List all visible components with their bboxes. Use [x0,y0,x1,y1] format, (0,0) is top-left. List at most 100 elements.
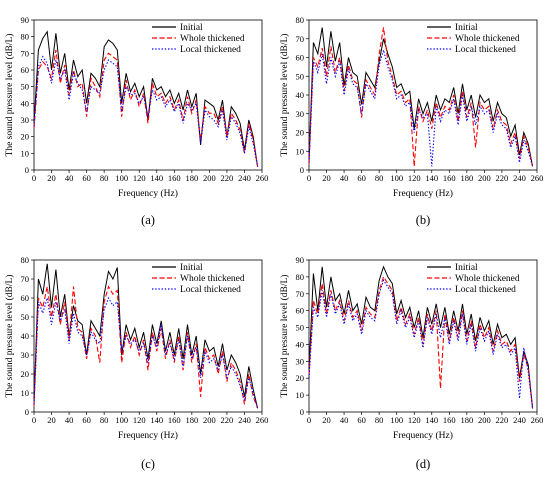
legend-label-initial: Initial [455,23,478,33]
x-tick-label: 0 [307,415,311,425]
series-line-initial [308,27,534,167]
chart-panel: 0 20 40 60 80 100 120 140 160 180 200 220 240 260 0 10 2… [279,255,543,471]
x-tick-label: 80 [100,173,109,183]
legend-label-initial: Initial [180,263,203,273]
x-tick-label: 40 [65,173,74,183]
x-axis-label: Frequency (Hz) [393,188,453,199]
x-tick-label: 260 [531,173,544,183]
y-tick-label: 30 [21,350,30,360]
y-axis-label: The sound pressure level (dB/L) [279,34,290,157]
x-tick-label: 120 [408,173,421,183]
y-tick-label: 10 [21,148,30,158]
series-line-local [33,55,259,167]
x-tick-label: 120 [133,415,146,425]
x-tick-label: 80 [375,173,384,183]
x-tick-label: 60 [357,415,366,425]
y-tick-label: 10 [296,390,305,400]
y-tick-label: 40 [296,90,305,100]
y-tick-label: 80 [21,32,30,42]
x-tick-label: 220 [221,415,234,425]
y-tick-label: 50 [296,323,305,333]
legend-label-whole: Whole thickened [455,34,520,44]
y-tick-label: 40 [21,98,30,108]
x-tick-label: 260 [531,415,544,425]
x-tick-label: 20 [322,173,331,183]
x-tick-label: 220 [221,173,234,183]
x-tick-label: 0 [32,415,36,425]
y-tick-label: 10 [21,388,30,398]
x-tick-label: 180 [185,415,198,425]
x-tick-label: 20 [47,173,56,183]
y-tick-label: 20 [296,373,305,383]
x-tick-label: 240 [238,173,251,183]
legend-label-initial: Initial [455,263,478,273]
y-tick-label: 70 [21,48,30,58]
x-tick-label: 220 [496,415,509,425]
x-tick-label: 140 [425,415,438,425]
legend-label-local: Local thickened [455,45,516,55]
x-tick-label: 40 [340,173,349,183]
y-tick-label: 30 [296,356,305,366]
legend-label-whole: Whole thickened [180,34,245,44]
y-tick-label: 0 [25,407,29,417]
x-tick-label: 200 [478,415,491,425]
x-tick-label: 160 [443,173,456,183]
y-tick-label: 90 [21,15,30,25]
x-tick-label: 180 [460,415,473,425]
y-tick-label: 60 [296,306,305,316]
x-axis-label: Frequency (Hz) [118,188,178,199]
x-tick-label: 160 [443,415,456,425]
y-tick-label: 30 [21,115,30,125]
x-tick-label: 240 [513,415,526,425]
x-axis-label: Frequency (Hz) [393,430,453,441]
x-tick-label: 0 [307,173,311,183]
x-tick-label: 100 [115,415,128,425]
x-tick-label: 200 [478,173,491,183]
y-tick-label: 30 [296,109,305,119]
y-tick-label: 0 [300,407,304,417]
legend-label-local: Local thickened [455,285,516,295]
panel-caption: (c) [141,457,155,471]
series-line-whole [308,27,534,167]
series-line-local [33,296,259,409]
x-tick-label: 240 [513,173,526,183]
x-tick-label: 140 [150,173,163,183]
x-tick-label: 20 [322,415,331,425]
y-tick-label: 40 [21,331,30,341]
x-tick-label: 40 [65,415,74,425]
x-tick-label: 140 [150,415,163,425]
y-tick-label: 70 [296,34,305,44]
series-line-initial [33,263,259,409]
x-tick-label: 180 [185,173,198,183]
y-tick-label: 40 [296,339,305,349]
x-tick-label: 120 [133,173,146,183]
chart-panel: 0 20 40 60 80 100 120 140 160 180 200 220 240 260 0 10 2… [4,15,268,227]
x-tick-label: 140 [425,173,438,183]
legend-label-local: Local thickened [180,45,241,55]
x-tick-label: 200 [203,415,216,425]
x-tick-label: 0 [32,173,36,183]
series-line-initial [308,265,534,409]
y-tick-label: 20 [21,369,30,379]
y-tick-label: 60 [296,53,305,63]
x-tick-label: 100 [390,173,403,183]
y-tick-label: 50 [296,71,305,81]
x-tick-label: 60 [82,173,91,183]
x-tick-label: 160 [168,415,181,425]
x-tick-label: 260 [256,415,269,425]
y-tick-label: 80 [296,15,305,25]
y-tick-label: 20 [296,128,305,138]
x-tick-label: 120 [408,415,421,425]
y-axis-label: The sound pressure level (dB/L) [4,275,15,398]
y-tick-label: 60 [21,65,30,75]
panel-caption: (a) [141,213,155,227]
series-line-whole [33,49,259,167]
chart-panel: 0 20 40 60 80 100 120 140 160 180 200 220 240 260 0 10 2… [4,255,268,471]
x-tick-label: 60 [82,415,91,425]
x-tick-label: 20 [47,415,56,425]
legend-label-whole: Whole thickened [180,274,245,284]
x-tick-label: 220 [496,173,509,183]
y-tick-label: 50 [21,312,30,322]
y-axis-label: The sound pressure level (dB/L) [4,34,15,157]
